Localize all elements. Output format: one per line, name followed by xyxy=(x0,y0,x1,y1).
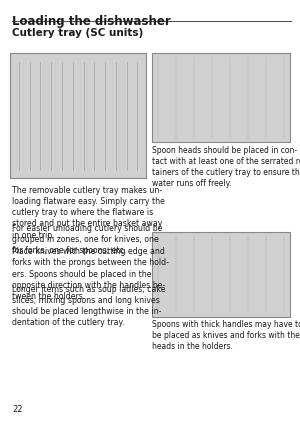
Text: Loading the dishwasher: Loading the dishwasher xyxy=(12,15,171,28)
Text: Spoons with thick handles may have to
be placed as knives and forks with their
h: Spoons with thick handles may have to be… xyxy=(152,320,300,351)
Text: Place knives with the cutting edge and
forks with the prongs between the hold-
e: Place knives with the cutting edge and f… xyxy=(12,247,169,301)
Text: The removable cutlery tray makes un-
loading flatware easy. Simply carry the
cut: The removable cutlery tray makes un- loa… xyxy=(12,186,165,240)
Text: Cutlery tray (SC units): Cutlery tray (SC units) xyxy=(12,28,143,38)
Text: For easier unloading cutlery should be
grouped in zones, one for knives, one
for: For easier unloading cutlery should be g… xyxy=(12,224,162,255)
Text: Longer items such as soup ladles, cake
slices, mixing spoons and long knives
sho: Longer items such as soup ladles, cake s… xyxy=(12,285,166,327)
FancyBboxPatch shape xyxy=(152,232,290,317)
Text: Spoon heads should be placed in con-
tact with at least one of the serrated re-
: Spoon heads should be placed in con- tac… xyxy=(152,146,300,188)
FancyBboxPatch shape xyxy=(10,53,146,178)
Text: 22: 22 xyxy=(12,405,22,414)
FancyBboxPatch shape xyxy=(152,53,290,142)
